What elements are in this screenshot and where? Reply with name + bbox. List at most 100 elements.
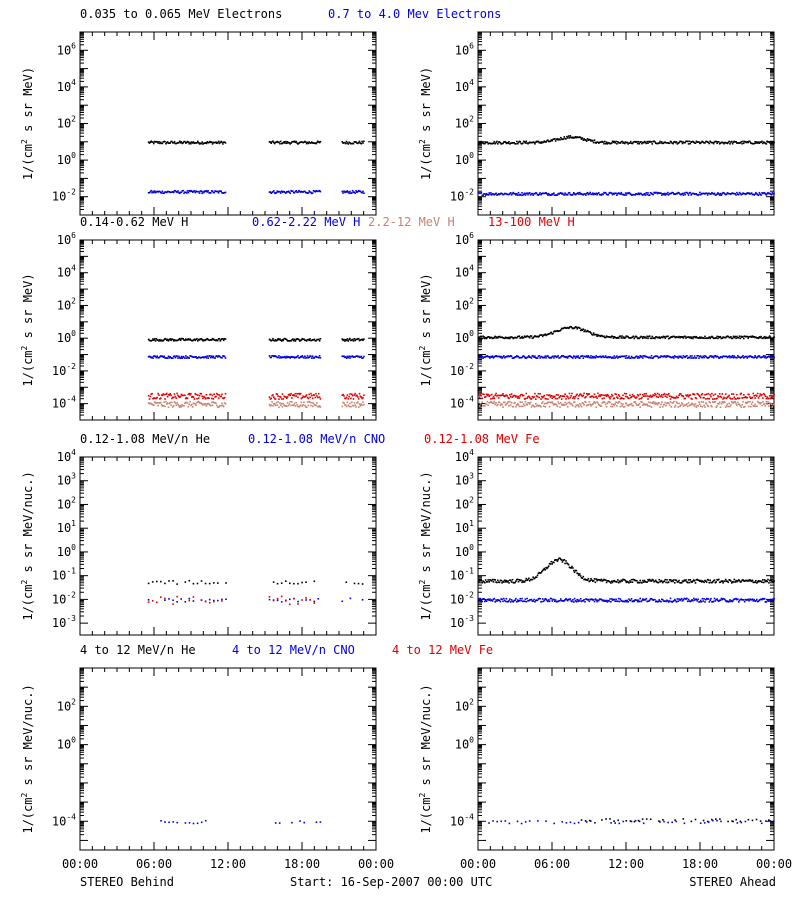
panel-frame: [80, 457, 376, 635]
data-point: [670, 398, 672, 400]
data-point: [766, 403, 768, 405]
data-point: [616, 194, 618, 196]
data-point: [725, 393, 727, 395]
data-point: [537, 357, 539, 359]
data-point: [595, 357, 597, 359]
y-tick-label: 103: [455, 472, 474, 488]
data-point: [747, 397, 749, 399]
data-point: [684, 336, 686, 338]
data-point: [489, 357, 491, 359]
data-point: [150, 190, 152, 192]
data-point: [168, 356, 170, 358]
data-point: [704, 336, 706, 338]
data-point: [622, 395, 624, 397]
data-point: [665, 357, 667, 359]
data-point: [639, 406, 641, 408]
data-point: [354, 404, 356, 406]
data-point: [289, 401, 291, 403]
data-point: [221, 142, 223, 144]
data-point: [167, 339, 169, 341]
data-point: [201, 193, 203, 195]
data-point: [712, 398, 714, 400]
data-point: [622, 403, 624, 405]
data-point: [320, 398, 322, 400]
data-point: [187, 402, 189, 404]
data-point: [480, 598, 482, 600]
data-point: [741, 143, 743, 145]
data-point: [560, 329, 562, 331]
data-point: [197, 141, 199, 143]
data-point: [193, 600, 195, 602]
data-point: [760, 194, 762, 196]
y-tick-label: 101: [455, 519, 474, 535]
data-point: [158, 394, 160, 396]
data-point: [567, 137, 569, 139]
data-point: [668, 403, 670, 405]
data-point: [167, 402, 169, 404]
data-point: [176, 356, 178, 358]
data-point: [173, 397, 175, 399]
data-point: [702, 406, 704, 408]
data-point: [205, 583, 207, 585]
data-point: [181, 356, 183, 358]
data-point: [174, 141, 176, 143]
data-point: [168, 406, 170, 408]
data-point: [766, 581, 768, 583]
data-point: [628, 582, 630, 584]
data-point: [564, 563, 566, 565]
data-point: [665, 582, 667, 584]
data-point: [626, 393, 628, 395]
data-point: [185, 601, 187, 603]
data-point: [725, 579, 727, 581]
data-point: [485, 396, 487, 398]
y-tick-label: 104: [455, 78, 474, 94]
data-point: [505, 601, 507, 603]
data-point: [283, 403, 285, 405]
data-point: [195, 356, 197, 358]
data-point: [487, 581, 489, 583]
data-point: [311, 357, 313, 359]
data-point: [356, 395, 358, 397]
data-point: [614, 403, 616, 405]
data-point: [342, 192, 344, 194]
data-point: [688, 143, 690, 145]
data-point: [685, 579, 687, 581]
data-point: [315, 397, 317, 399]
data-point: [594, 393, 596, 395]
data-point: [172, 599, 174, 601]
data-point: [289, 604, 291, 606]
data-point: [646, 143, 648, 145]
data-point: [593, 397, 595, 399]
data-point: [478, 143, 480, 145]
data-point: [362, 599, 364, 601]
data-point: [705, 398, 707, 400]
data-point: [281, 398, 283, 400]
data-point: [544, 357, 546, 359]
data-point: [541, 334, 543, 336]
data-point: [539, 357, 541, 359]
data-point: [589, 401, 591, 403]
data-point: [515, 143, 517, 145]
data-point: [526, 393, 528, 395]
data-point: [206, 357, 208, 359]
data-point: [565, 560, 567, 562]
data-point: [179, 141, 181, 143]
data-point: [595, 406, 597, 408]
data-point: [570, 395, 572, 397]
data-point: [164, 141, 166, 143]
data-point: [311, 395, 313, 397]
data-point: [545, 569, 547, 571]
data-point: [592, 192, 594, 194]
data-point: [525, 401, 527, 403]
data-point: [564, 192, 566, 194]
data-point: [696, 357, 698, 359]
data-point: [348, 396, 350, 398]
data-point: [557, 194, 559, 196]
data-point: [737, 402, 739, 404]
data-point: [185, 355, 187, 357]
data-point: [538, 355, 540, 357]
data-point: [354, 393, 356, 395]
data-point: [716, 398, 718, 400]
data-point: [547, 398, 549, 400]
data-point: [493, 142, 495, 144]
